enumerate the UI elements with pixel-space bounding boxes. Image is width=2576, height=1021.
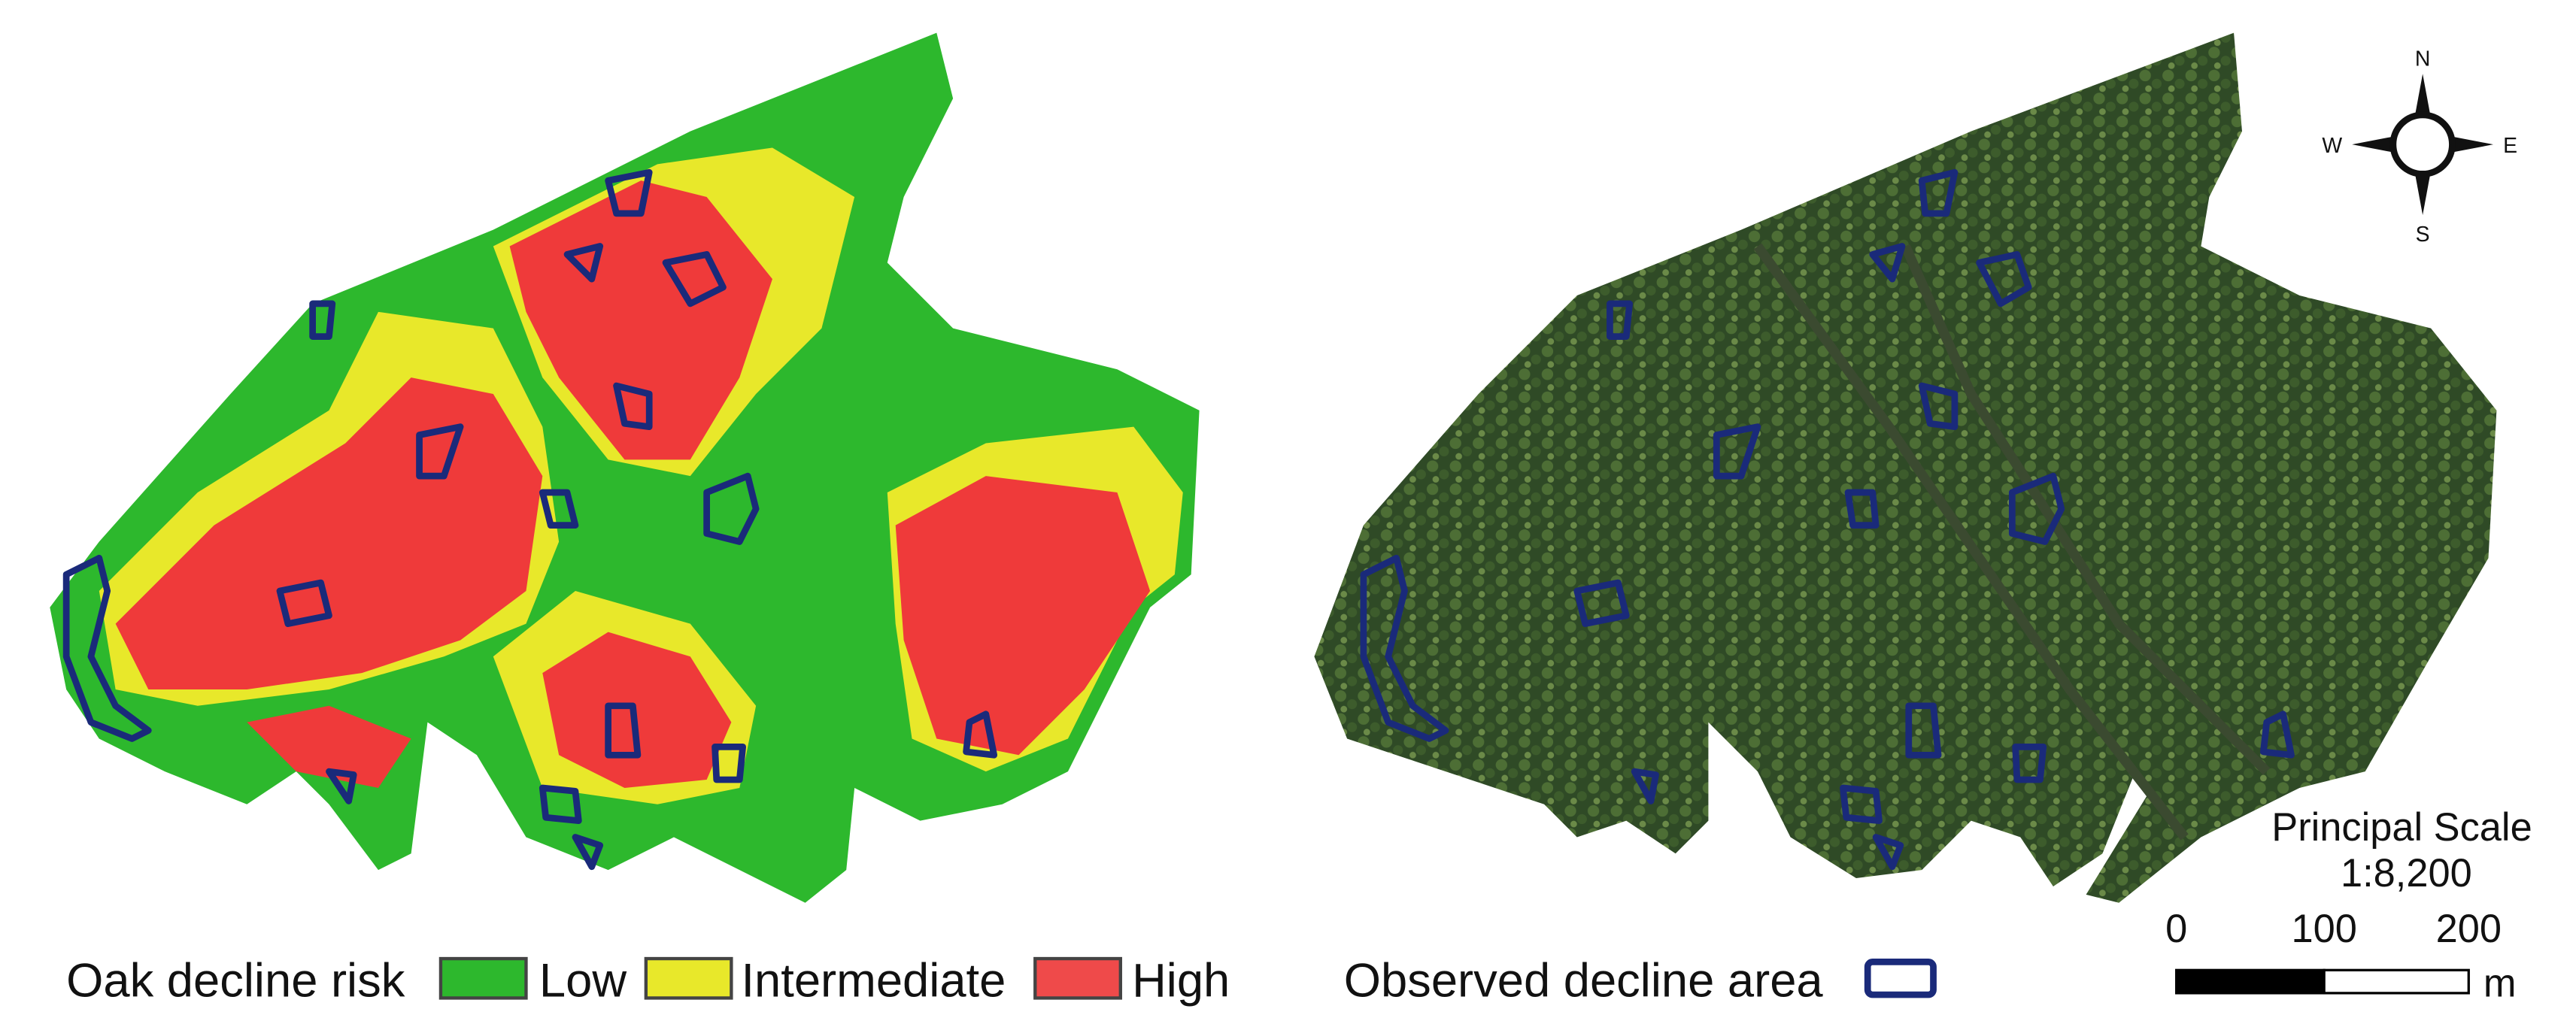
risk-legend: Oak decline risk Low Intermediate High	[66, 954, 1230, 1007]
legend-title: Oak decline risk	[66, 954, 405, 1007]
scale-unit: m	[2483, 962, 2517, 1005]
legend-label: Observed decline area	[1344, 954, 1824, 1007]
scale-title: Principal Scale	[2271, 806, 2532, 850]
legend-swatch	[644, 956, 733, 1000]
observed-outlines	[62, 168, 2295, 871]
compass-east: E	[2503, 134, 2517, 158]
compass: N E S W	[2322, 47, 2517, 247]
compass-south: S	[2416, 223, 2430, 247]
legend-item: High	[1132, 954, 1230, 1007]
scale-tick-label: 0	[2165, 907, 2187, 951]
legend-item: Low	[539, 954, 627, 1007]
aerial-map	[1314, 32, 2497, 903]
scale-tick-label: 100	[2291, 907, 2356, 951]
compass-north: N	[2415, 47, 2431, 71]
legend-swatch	[438, 956, 528, 1000]
scale-bar: Principal Scale 1:8,200 0 100 200 m	[2165, 806, 2532, 1005]
scale-tick-label: 200	[2436, 907, 2502, 951]
legend-swatch	[1033, 956, 1122, 1000]
compass-west: W	[2322, 134, 2342, 158]
observed-legend: Observed decline area	[1344, 954, 1937, 1007]
legend-item: Intermediate	[741, 954, 1006, 1007]
risk-map	[50, 32, 1200, 903]
scale-ratio: 1:8,200	[2341, 852, 2472, 895]
legend-swatch	[1864, 959, 1937, 998]
